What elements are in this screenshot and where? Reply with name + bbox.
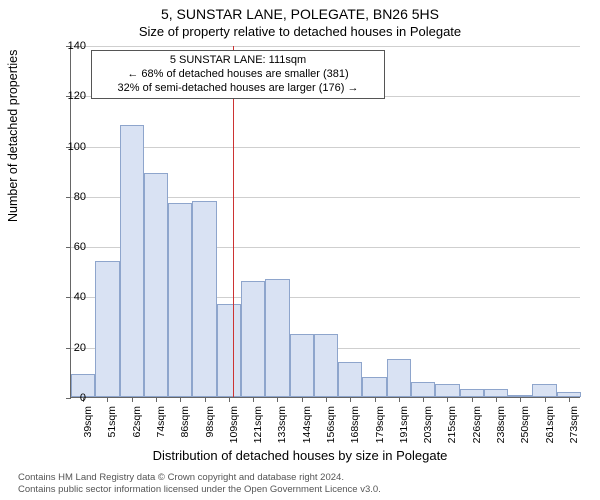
x-tick-mark — [302, 397, 303, 402]
x-tick-label: 74sqm — [155, 406, 167, 450]
x-tick-label: 179sqm — [374, 406, 386, 450]
x-tick-label: 109sqm — [228, 406, 240, 450]
x-tick-label: 133sqm — [276, 406, 288, 450]
y-tick-label: 60 — [56, 241, 86, 253]
bar — [144, 173, 168, 397]
bar — [168, 203, 192, 397]
bar — [314, 334, 338, 397]
x-tick-label: 86sqm — [179, 406, 191, 450]
y-tick-label: 20 — [56, 342, 86, 354]
attribution-line2: Contains public sector information licen… — [18, 484, 381, 496]
chart-wrapper: 5, SUNSTAR LANE, POLEGATE, BN26 5HS Size… — [0, 0, 600, 500]
x-tick-mark — [229, 397, 230, 402]
bar — [95, 261, 119, 397]
annotation-line1: 5 SUNSTAR LANE: 111sqm — [98, 54, 378, 68]
x-tick-label: 144sqm — [301, 406, 313, 450]
x-tick-label: 156sqm — [325, 406, 337, 450]
x-tick-mark — [520, 397, 521, 402]
x-tick-label: 250sqm — [519, 406, 531, 450]
x-tick-label: 51sqm — [106, 406, 118, 450]
attribution-line1: Contains HM Land Registry data © Crown c… — [18, 472, 381, 484]
bar — [532, 384, 556, 397]
x-tick-mark — [447, 397, 448, 402]
chart-title-sub: Size of property relative to detached ho… — [0, 24, 600, 39]
bar — [435, 384, 459, 397]
bar — [265, 279, 289, 397]
annotation-line2: ← 68% of detached houses are smaller (38… — [98, 68, 378, 82]
x-tick-mark — [277, 397, 278, 402]
x-tick-label: 98sqm — [204, 406, 216, 450]
x-tick-mark — [326, 397, 327, 402]
x-tick-mark — [253, 397, 254, 402]
x-tick-label: 168sqm — [349, 406, 361, 450]
plot-area: 5 SUNSTAR LANE: 111sqm ← 68% of detached… — [70, 46, 580, 398]
x-tick-mark — [496, 397, 497, 402]
bar — [290, 334, 314, 397]
y-tick-label: 80 — [56, 191, 86, 203]
x-tick-mark — [350, 397, 351, 402]
x-tick-label: 62sqm — [131, 406, 143, 450]
bar — [192, 201, 216, 397]
x-tick-label: 238sqm — [495, 406, 507, 450]
bar — [387, 359, 411, 397]
x-tick-mark — [545, 397, 546, 402]
y-tick-label: 40 — [56, 291, 86, 303]
x-tick-label: 261sqm — [544, 406, 556, 450]
y-tick-label: 120 — [56, 90, 86, 102]
y-axis-label: Number of detached properties — [6, 50, 20, 222]
bar — [411, 382, 435, 397]
x-tick-label: 226sqm — [471, 406, 483, 450]
x-tick-mark — [205, 397, 206, 402]
bar — [338, 362, 362, 397]
bar — [120, 125, 144, 397]
x-tick-mark — [132, 397, 133, 402]
x-axis-label: Distribution of detached houses by size … — [0, 448, 600, 463]
bar — [460, 389, 484, 397]
y-tick-label: 140 — [56, 40, 86, 52]
bar — [484, 389, 508, 397]
x-tick-mark — [156, 397, 157, 402]
x-tick-label: 215sqm — [446, 406, 458, 450]
x-tick-label: 121sqm — [252, 406, 264, 450]
x-tick-mark — [472, 397, 473, 402]
attribution: Contains HM Land Registry data © Crown c… — [18, 472, 381, 496]
x-tick-mark — [399, 397, 400, 402]
x-tick-mark — [180, 397, 181, 402]
bar — [362, 377, 386, 397]
x-tick-mark — [375, 397, 376, 402]
annotation-line3: 32% of semi-detached houses are larger (… — [98, 82, 378, 96]
x-tick-label: 191sqm — [398, 406, 410, 450]
bar — [217, 304, 241, 397]
x-tick-label: 39sqm — [82, 406, 94, 450]
x-tick-mark — [569, 397, 570, 402]
x-tick-label: 203sqm — [422, 406, 434, 450]
x-tick-label: 273sqm — [568, 406, 580, 450]
chart-title-main: 5, SUNSTAR LANE, POLEGATE, BN26 5HS — [0, 6, 600, 22]
y-tick-label: 100 — [56, 141, 86, 153]
x-tick-mark — [107, 397, 108, 402]
x-tick-mark — [423, 397, 424, 402]
annotation-box: 5 SUNSTAR LANE: 111sqm ← 68% of detached… — [91, 50, 385, 99]
y-tick-label: 0 — [56, 392, 86, 404]
bar — [241, 281, 265, 397]
